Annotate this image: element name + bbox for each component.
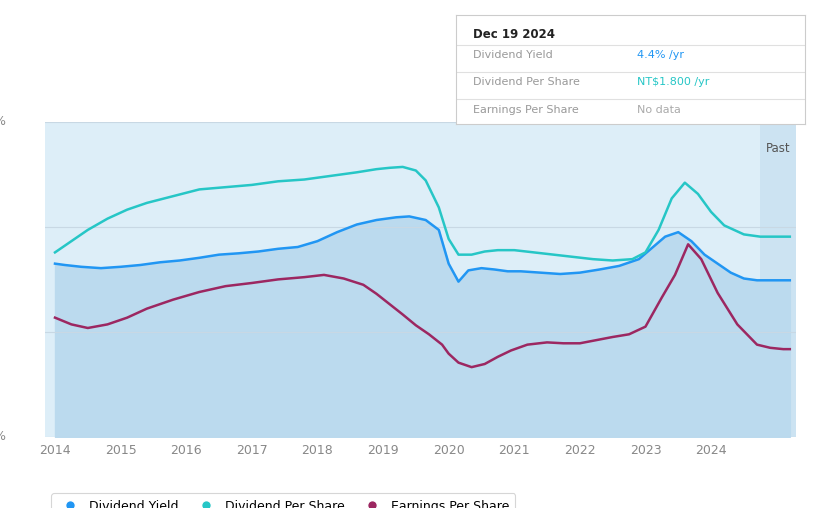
Text: NT$1.800 /yr: NT$1.800 /yr [637,78,709,87]
Text: 4.4% /yr: 4.4% /yr [637,50,684,60]
Text: Dec 19 2024: Dec 19 2024 [473,28,555,41]
Bar [760,122,796,437]
Text: Dividend Yield: Dividend Yield [473,50,553,60]
Legend: Dividend Yield, Dividend Per Share, Earnings Per Share: Dividend Yield, Dividend Per Share, Earn… [52,493,516,508]
Text: 0%: 0% [0,430,7,443]
Text: Dividend Per Share: Dividend Per Share [473,78,580,87]
Text: 7.0%: 7.0% [0,115,7,129]
Text: No data: No data [637,105,681,115]
Text: Earnings Per Share: Earnings Per Share [473,105,579,115]
Text: Past: Past [765,142,790,155]
